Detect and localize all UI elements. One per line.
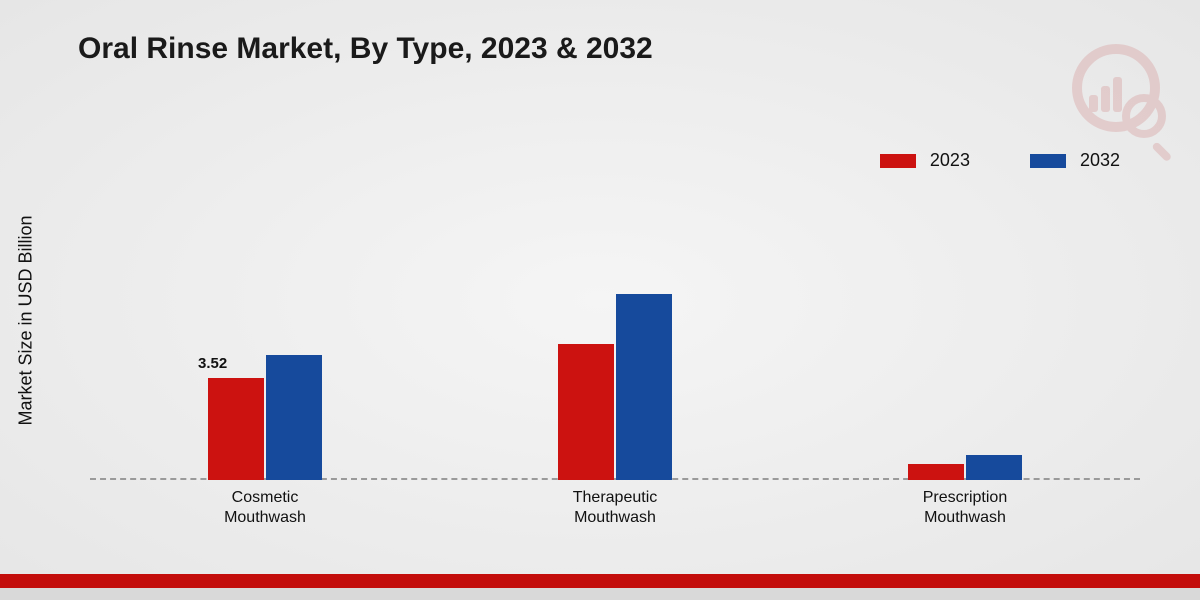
bar — [616, 294, 672, 480]
magnifier-handle-icon — [1151, 141, 1172, 162]
x-axis-labels: CosmeticMouthwash TherapeuticMouthwash Pre… — [90, 488, 1140, 528]
legend-swatch-2023 — [880, 154, 916, 168]
magnifier-icon — [1122, 94, 1166, 138]
y-axis-label-container: Market Size in USD Billion — [14, 160, 38, 480]
x-tick-label: TherapeuticMouthwash — [535, 488, 695, 528]
plot-area: 3.52 — [90, 190, 1140, 480]
legend-item-2023: 2023 — [880, 150, 970, 171]
footer-grey-bar — [0, 588, 1200, 600]
bar-group — [908, 190, 1022, 480]
bar-group: 3.52 — [208, 190, 322, 480]
x-tick-label: CosmeticMouthwash — [185, 488, 345, 528]
bar — [208, 378, 264, 480]
bar — [558, 344, 614, 480]
x-tick-label: PrescriptionMouthwash — [885, 488, 1045, 528]
bar-value-label: 3.52 — [198, 355, 227, 372]
bar — [908, 464, 964, 480]
bar — [266, 355, 322, 480]
chart-title: Oral Rinse Market, By Type, 2023 & 2032 — [78, 32, 653, 65]
footer-accent-bar — [0, 574, 1200, 588]
chart-frame: Oral Rinse Market, By Type, 2023 & 2032 … — [0, 0, 1200, 600]
bar-group — [558, 190, 672, 480]
y-axis-label: Market Size in USD Billion — [16, 215, 37, 425]
legend: 2023 2032 — [0, 150, 1120, 171]
legend-label-2023: 2023 — [930, 150, 970, 171]
bar-groups: 3.52 — [90, 190, 1140, 480]
legend-swatch-2032 — [1030, 154, 1066, 168]
bar — [966, 455, 1022, 480]
brand-logo — [1072, 44, 1160, 132]
legend-item-2032: 2032 — [1030, 150, 1120, 171]
legend-label-2032: 2032 — [1080, 150, 1120, 171]
